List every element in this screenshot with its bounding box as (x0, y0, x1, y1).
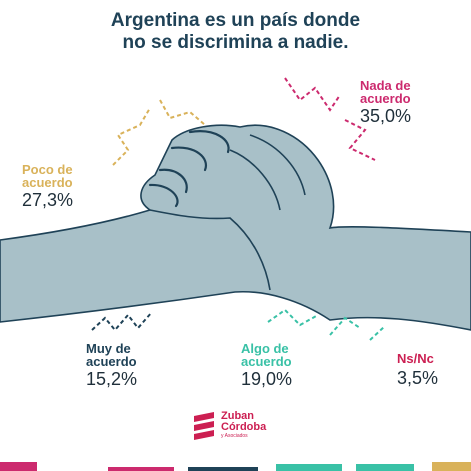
label-ns-nc: Ns/Nc 3,5% (397, 352, 438, 388)
logo-line-3: y Asociados (221, 433, 248, 439)
logo-line-1: Zuban (221, 410, 254, 422)
arms (0, 124, 471, 331)
chart-title: Argentina es un país donde no se discrim… (0, 10, 471, 54)
title-line-1: Argentina es un país donde (110, 10, 361, 31)
sparkle-nada (284, 77, 376, 161)
label-value: 15,2% (86, 369, 138, 389)
logo-text: Zuban Córdoba y Asociados (221, 410, 267, 440)
label-muy-de-acuerdo: Muy de acuerdo 15,2% (86, 342, 137, 389)
sparkle-algo (267, 308, 386, 341)
label-name-line-1: Nada de (360, 78, 411, 93)
bottom-color-bar (0, 462, 471, 471)
label-name-line-2: acuerdo (241, 354, 292, 369)
label-name-line-2: acuerdo (86, 354, 137, 369)
bottom-bar-segment-4 (276, 464, 342, 471)
sparkle-muy (91, 311, 153, 332)
label-name-line-1: Algo de (241, 341, 289, 356)
bottom-bar-segment-2 (108, 467, 174, 471)
bottom-bar-segment-6 (432, 462, 471, 471)
sparkle-marks (91, 77, 386, 341)
label-name-line-1: Ns/Nc (397, 351, 434, 366)
logo-mark-icon (194, 412, 214, 440)
arm-fill (0, 124, 471, 331)
logo-line-2: Córdoba (221, 421, 267, 433)
label-algo-de-acuerdo: Algo de acuerdo 19,0% (241, 342, 292, 389)
brand-logo: Zuban Córdoba y Asociados (192, 410, 266, 440)
bottom-bar-segment-5 (356, 464, 414, 471)
label-nada-de-acuerdo: Nada de acuerdo 35,0% (360, 79, 411, 126)
label-value: 3,5% (397, 368, 439, 388)
arm-line (149, 209, 271, 291)
pie-chart (228, 198, 242, 212)
label-value: 27,3% (22, 190, 74, 210)
bottom-bar-segment-1 (0, 462, 37, 471)
title-line-2: no se discrimina a nadie. (122, 32, 349, 53)
bottom-bar-segment-3 (188, 467, 258, 471)
label-value: 19,0% (241, 369, 293, 389)
sparkle-poco (112, 99, 206, 166)
finger-lines (148, 130, 230, 208)
label-poco-de-acuerdo: Poco de acuerdo 27,3% (22, 163, 73, 210)
label-name-line-1: Muy de (86, 341, 131, 356)
label-value: 35,0% (360, 106, 412, 126)
label-name-line-1: Poco de (22, 162, 73, 177)
label-name-line-2: acuerdo (22, 175, 73, 190)
label-name-line-2: acuerdo (360, 91, 411, 106)
knuckle-lines (229, 134, 306, 211)
